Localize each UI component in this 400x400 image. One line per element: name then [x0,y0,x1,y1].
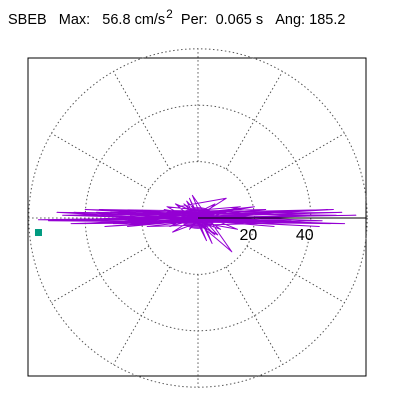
ring-label-20: 20 [240,227,258,244]
period-value: 0.065 s [215,12,264,28]
max-value: 56.8 [102,12,131,28]
station-code: SBEB [8,12,47,28]
max-unit-exponent: 2 [166,7,173,21]
grid-spoke-30 [246,132,345,191]
grid-spoke-150 [51,132,150,191]
max-unit: cm/s [134,12,166,28]
angle-label: Ang: [275,12,306,28]
period-label: Per: [180,12,208,28]
grid-spoke-330 [246,245,345,304]
max-label: Max: [58,12,91,28]
angle-value: 185.2 [309,12,346,28]
grid-spoke-300 [225,266,284,365]
grid-spoke-60 [225,71,284,170]
grid-spoke-210 [51,245,150,304]
ring-label-40: 40 [296,227,314,244]
plot-frame [27,57,367,377]
ring-label-group: 20 40 [240,227,314,244]
chart-header: SBEB Max: 56.8 cm/s2 Per: 0.065 s Ang: 1… [8,8,346,28]
peak-marker [34,229,42,237]
grid-spoke-240 [112,266,171,365]
peak-marker-group [34,229,42,237]
grid-spoke-120 [112,71,171,170]
